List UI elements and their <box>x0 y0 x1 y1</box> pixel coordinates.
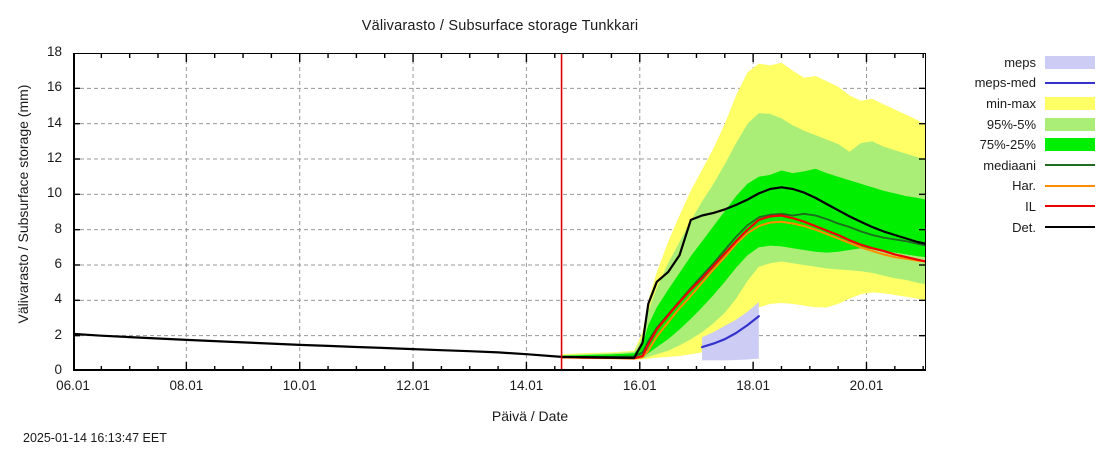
y-tick-label: 8 <box>54 220 62 236</box>
legend-item-meps: meps <box>955 52 1095 73</box>
legend-label: Har. <box>1012 178 1036 194</box>
legend-swatch <box>1045 117 1095 131</box>
y-tick-label: 2 <box>54 326 62 342</box>
x-tick-label: 18.01 <box>736 378 771 393</box>
legend-item-har: Har. <box>955 176 1095 197</box>
timestamp: 2025-01-14 16:13:47 EET <box>23 431 167 445</box>
legend-line-sample <box>1045 81 1095 84</box>
plot-area <box>73 53 926 371</box>
legend-line-sample <box>1045 205 1095 208</box>
legend-label: meps-med <box>974 75 1036 91</box>
y-tick-label: 0 <box>54 362 62 377</box>
legend-label: 95%-5% <box>986 116 1036 132</box>
y-tick-label: 16 <box>46 79 62 95</box>
y-tick-label: 4 <box>54 291 62 307</box>
legend-line-sample <box>1045 164 1095 167</box>
x-axis-label: Päivä / Date <box>491 408 569 424</box>
legend-item-min-max: min-max <box>955 93 1095 114</box>
y-tick-label: 12 <box>46 150 62 165</box>
y-tick-label: 18 <box>46 44 62 59</box>
legend-label: meps <box>1004 54 1036 70</box>
x-tick-label: 20.01 <box>849 378 884 393</box>
chart-title: Välivarasto / Subsurface storage Tunkkar… <box>361 18 639 34</box>
legend: meps meps-med min-max 95%-5% 75%-25% mediaani… <box>955 52 1095 237</box>
legend-label: 75%-25% <box>979 137 1036 153</box>
x-tick-label: 14.01 <box>509 378 544 393</box>
legend-swatch <box>1045 55 1095 69</box>
legend-swatch <box>1045 138 1095 152</box>
legend-item-75-25: 75%-25% <box>955 134 1095 155</box>
legend-item-95-5: 95%-5% <box>955 114 1095 135</box>
y-tick-label: 14 <box>46 114 62 130</box>
x-tick-label: 10.01 <box>282 378 317 393</box>
x-tick-label: 12.01 <box>396 378 430 393</box>
legend-line-sample <box>1045 226 1095 229</box>
x-tick-label: 08.01 <box>169 378 204 393</box>
legend-label: Det. <box>1012 219 1036 235</box>
legend-line-sample <box>1045 184 1095 187</box>
legend-item-det: Det. <box>955 217 1095 238</box>
legend-label: min-max <box>986 95 1036 111</box>
legend-swatch <box>1045 96 1095 110</box>
legend-item-mediaani: mediaani <box>955 155 1095 176</box>
legend-label: mediaani <box>983 157 1036 173</box>
legend-label: IL <box>1025 198 1036 214</box>
x-tick-label: 06.01 <box>56 378 90 393</box>
legend-item-meps-med: meps-med <box>955 73 1095 94</box>
y-tick-label: 10 <box>46 185 62 201</box>
x-tick-label: 16.01 <box>622 378 657 393</box>
y-tick-label: 6 <box>54 256 62 271</box>
legend-item-il: IL <box>955 196 1095 217</box>
